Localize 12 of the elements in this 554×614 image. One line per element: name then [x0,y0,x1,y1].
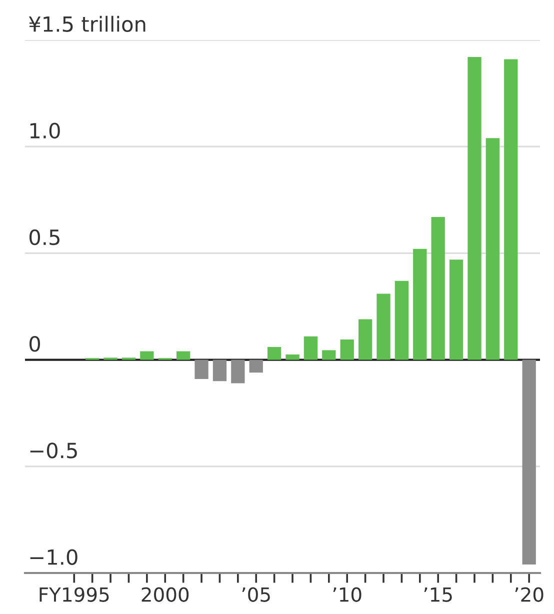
x-tick-label: ’15 [424,587,452,602]
y-tick-label: 0 [30,336,40,352]
x-tick-label: FY1995 [40,587,109,602]
x-tick-label: 2000 [142,587,189,602]
x-tick-label: ’10 [333,587,362,602]
y-tick-label: 0.5 [30,229,60,246]
x-tick-label: ’20 [515,587,544,602]
y-tick-label: −1.0 [30,549,78,565]
y-tick-label: ¥1.5 trillion [28,16,146,32]
x-tick-label: ’05 [242,587,270,602]
y-tick-label: 1.0 [30,122,60,139]
y-tick-label: −0.5 [30,442,77,458]
